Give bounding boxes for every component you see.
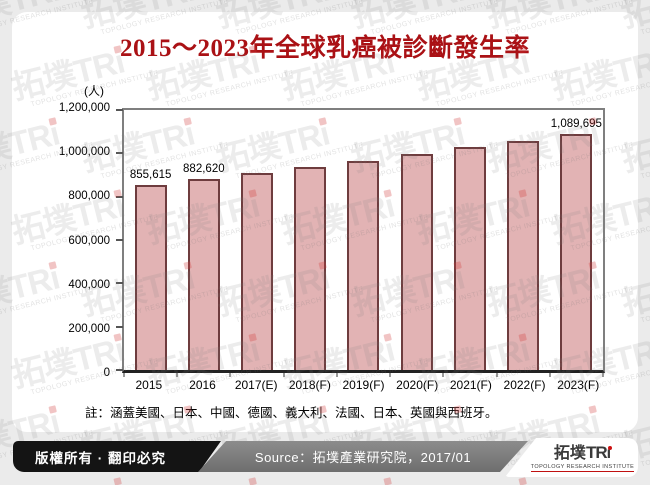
plot-area: 855,615 882,620 1,089,695 — [116, 108, 605, 377]
bar-2022(F) — [507, 140, 540, 370]
bar-2023(F) — [560, 133, 593, 370]
watermark-subtext: TOPOLOGY RESEARCH INSTITUTE — [100, 429, 230, 469]
y-tick-mark — [116, 239, 123, 241]
bar-column — [337, 110, 390, 370]
x-tick-mark — [442, 373, 444, 377]
bar-2021(F) — [453, 147, 486, 370]
y-tick-label: 600,000 — [68, 234, 110, 247]
y-tick-mark — [116, 195, 123, 198]
bar-column — [230, 110, 283, 370]
content-card: 2015～2023年全球乳癌被診斷發生率 (人) 1,200,000 1,000,… — [12, 12, 638, 432]
watermark-subtext: TOPOLOGY RESEARCH INSTITUTE — [235, 429, 365, 469]
logo-panel: 拓墣TRı TOPOLOGY RESEARCH INSTITUTE — [505, 438, 638, 477]
source-banner: Source：拓墣產業研究院，2017/01 — [198, 441, 528, 472]
watermark-main-text: 拓墣TRı — [546, 459, 650, 485]
y-axis-unit-label: (人) — [84, 84, 104, 98]
logo-dot-icon — [607, 445, 612, 450]
x-axis-label: 2017(E) — [234, 378, 278, 392]
y-tick-label: 800,000 — [68, 190, 110, 203]
logo-subtext: TOPOLOGY RESEARCH INSTITUTE — [530, 463, 635, 472]
y-tick-label: 400,000 — [68, 278, 110, 291]
bar-2019(F) — [347, 160, 380, 370]
bar-value-label: 855,615 — [129, 168, 172, 181]
y-tick-mark — [116, 152, 123, 155]
logo-cjk-text: 拓墣 — [553, 444, 586, 462]
x-tick-mark — [229, 373, 231, 377]
bar-column: 882,620 — [177, 110, 230, 370]
bar-column — [390, 110, 443, 370]
watermark-main-text: 拓墣TRı — [6, 459, 159, 485]
bars-container: 855,615 882,620 1,089,695 — [124, 110, 603, 370]
x-tick-mark — [602, 373, 604, 377]
x-axis-label: 2016 — [189, 378, 216, 392]
x-axis-label: 2021(F) — [449, 378, 492, 392]
bar-2017(E) — [241, 172, 274, 370]
x-axis-label: 2019(F) — [342, 378, 385, 392]
x-axis-label: 2022(F) — [503, 378, 546, 392]
copyright-banner: 版權所有 · 翻印必究 — [13, 441, 221, 472]
watermark-subtext: TOPOLOGY RESEARCH INSTITUTE — [0, 429, 95, 469]
x-axis-labels: 2015 2016 2017(E) 2018(F) 2019(F) 2020(F) 2021… — [122, 378, 605, 392]
x-tick-mark — [389, 373, 391, 377]
bar-2020(F) — [400, 154, 433, 370]
bar-2016 — [187, 178, 220, 370]
y-tick-mark — [116, 109, 123, 111]
watermark-main-text: 拓墣TRı — [276, 459, 429, 485]
x-axis-label: 2015 — [135, 378, 163, 392]
x-tick-mark — [283, 373, 285, 377]
x-tick-mark — [496, 373, 498, 377]
bar-value-label: 882,620 — [183, 162, 225, 175]
y-tick-mark — [116, 325, 123, 328]
bar-2018(F) — [294, 166, 327, 370]
y-tick-label: 1,200,000 — [58, 102, 110, 114]
x-tick-mark — [123, 373, 125, 377]
watermark-subtext: TOPOLOGY RESEARCH INSTITUTE — [370, 429, 500, 469]
y-tick-label: 1,000,000 — [58, 146, 110, 159]
x-axis-label: 2020(F) — [396, 378, 439, 392]
x-axis-label: 2023(F) — [557, 378, 600, 392]
x-axis-label: 2018(F) — [288, 378, 331, 392]
y-tick-mark — [116, 369, 123, 371]
y-tick-label: 200,000 — [68, 322, 110, 335]
copyright-text: 版權所有 · 翻印必究 — [35, 450, 166, 466]
bar-2015 — [134, 184, 167, 370]
x-tick-mark — [336, 373, 338, 377]
bar-column — [443, 110, 496, 370]
bar-column: 855,615 — [124, 110, 177, 370]
logo-i-glyph: ı — [606, 444, 612, 462]
logo-latin-text: TR — [585, 442, 608, 462]
chart-note: 註：涵蓋美國、日本、中國、德國、義大利、法國、日本、英國與西班牙。 — [85, 406, 498, 420]
y-tick-mark — [116, 282, 123, 285]
watermark-main-text: 拓墣TRı — [411, 459, 564, 485]
watermark-dot-icon — [518, 477, 527, 485]
x-tick-mark — [549, 373, 551, 377]
brand-logo: 拓墣TRı — [553, 442, 612, 462]
watermark-dot-icon — [383, 477, 392, 485]
bar-column — [284, 110, 337, 370]
x-tick-mark — [176, 373, 178, 377]
page-title: 2015～2023年全球乳癌被診斷發生率 — [119, 35, 530, 62]
watermark-dot-icon — [113, 477, 122, 485]
watermark-main-text: 拓墣TRı — [141, 459, 294, 485]
y-tick-label: 0 — [103, 367, 110, 379]
watermark-subtext: TOPOLOGY RESEARCH INSTITUTE — [640, 430, 650, 469]
watermark-dot-icon — [248, 477, 257, 485]
y-axis: 1,200,000 1,000,000 800,000 600,000 400,000 2… — [12, 102, 116, 379]
bar-column: 1,089,695 — [550, 110, 603, 370]
bar-column — [497, 110, 550, 370]
source-text: Source：拓墣產業研究院，2017/01 — [254, 450, 472, 465]
bar-value-label: 1,089,695 — [550, 117, 602, 130]
watermark-subtext: TOPOLOGY RESEARCH INSTITUTE — [505, 429, 635, 469]
